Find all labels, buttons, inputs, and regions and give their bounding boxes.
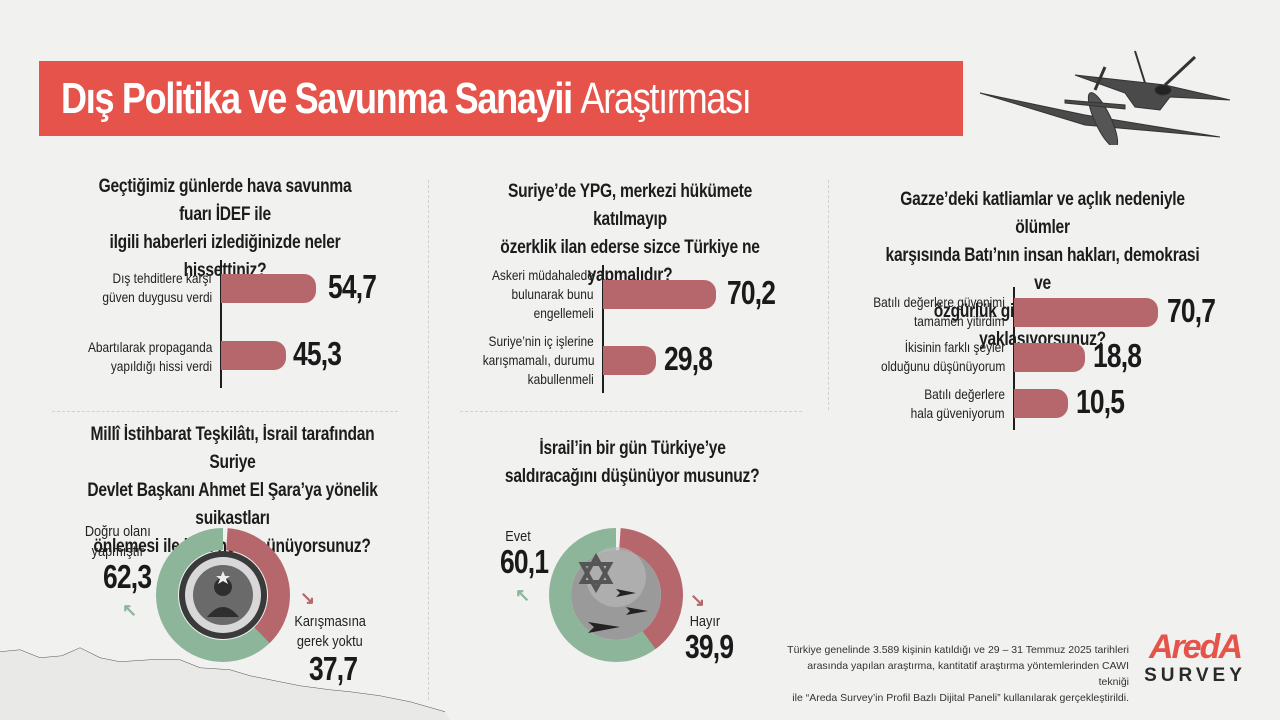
chart1-bar-label: Abartılarak propaganda yapıldığı hissi ve… xyxy=(87,339,212,374)
chart2-bar xyxy=(603,346,656,375)
chart2-bar xyxy=(603,280,716,309)
chart3-bar xyxy=(1014,298,1158,327)
chart5-value-yes: 60,1 xyxy=(500,543,549,580)
chart3-bar-value: 10,5 xyxy=(1076,383,1125,420)
methodology-note: Türkiye genelinde 3.589 kişinin katıldığ… xyxy=(787,644,1129,704)
israel-flag-jets-icon xyxy=(571,547,661,640)
chart3-bar xyxy=(1014,389,1068,418)
chart3-bar-label: İkisinin farklı şeyler olduğunu düşünüyor… xyxy=(880,339,1005,374)
chart2-bar-value: 70,2 xyxy=(727,274,776,311)
title-bold-part: Dış Politika ve Savunma Sanayii xyxy=(61,73,573,123)
chart3-bar xyxy=(1014,343,1085,372)
chart4-value-no: 37,7 xyxy=(309,650,358,687)
chart3-bar-value: 18,8 xyxy=(1093,337,1142,374)
chart1-bar-label: Dış tehditlere karşı güven duygusu verdi xyxy=(102,270,212,305)
torn-paper-edge xyxy=(0,647,450,720)
chart5-label-no: Hayır xyxy=(689,613,721,630)
chart1-question: Geçtiğimiz günlerde hava savunma fuarı İ… xyxy=(98,176,352,281)
row-divider xyxy=(460,411,802,412)
chart5-donut xyxy=(549,528,683,662)
chart4-label-no: Karışmasına gerek yoktu xyxy=(294,613,366,650)
page-title: Dış Politika ve Savunma Sanayii Araştırm… xyxy=(61,73,752,124)
chart1-bar xyxy=(221,274,316,303)
column-divider xyxy=(428,180,429,700)
chart2-bar-value: 29,8 xyxy=(664,340,713,377)
chart2-bar-label: Suriye’nin iç işlerine karışmamalı, durum… xyxy=(482,333,594,387)
arrow-icon: ↘ xyxy=(690,590,706,610)
chart2-axis xyxy=(602,265,604,393)
chart1-bar xyxy=(221,341,286,370)
areda-survey-logo: AredA SURVEY xyxy=(1140,630,1250,688)
column-divider xyxy=(828,180,829,410)
chart3-bar-label: Batılı değerlere hala güveniyorum xyxy=(911,386,1005,421)
chart5-question: İsrail’in bir gün Türkiye’ye saldıracağı… xyxy=(505,438,760,487)
arrow-icon: ↖ xyxy=(122,600,138,620)
title-light-part: Araştırması xyxy=(580,73,752,123)
military-aircraft-icon xyxy=(979,50,1231,145)
arrow-icon: ↘ xyxy=(300,588,316,608)
chart2-bar-label: Askeri müdahalede bulunarak bunu engelleme… xyxy=(492,267,594,321)
chart4-donut xyxy=(156,528,290,662)
logo-sub: SURVEY xyxy=(1144,665,1246,686)
chart1-bar-value: 54,7 xyxy=(328,268,377,305)
arrow-icon: ↖ xyxy=(515,585,531,605)
chart3-question: Gazze’deki katliamlar ve açlık nedeniyle… xyxy=(885,189,1200,350)
chart3-bar-label: Batılı değerlere güvenimi tamamen yitirdi… xyxy=(873,294,1005,329)
chart5-label-yes: Evet xyxy=(505,528,531,545)
logo-brand: AredA xyxy=(1148,628,1243,666)
title-banner: Dış Politika ve Savunma Sanayii Araştırm… xyxy=(39,61,963,136)
chart5-value-no: 39,9 xyxy=(685,628,734,665)
chart3-bar-value: 70,7 xyxy=(1167,292,1216,329)
chart4-label-yes: Doğru olanı yapmıştır xyxy=(85,523,151,560)
chart1-bar-value: 45,3 xyxy=(293,335,342,372)
chart4-value-yes: 62,3 xyxy=(103,558,152,595)
mit-emblem-icon xyxy=(179,551,267,639)
chart1-axis xyxy=(220,260,222,388)
chart2-question: Suriye’de YPG, merkezi hükümete katılmay… xyxy=(500,181,760,286)
row-divider xyxy=(52,411,398,412)
